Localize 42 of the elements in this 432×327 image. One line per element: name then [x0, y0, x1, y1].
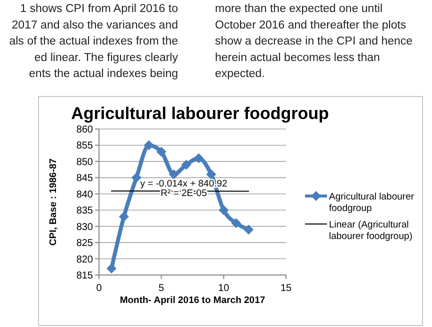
y-tick-label: 835	[76, 206, 94, 217]
point	[168, 169, 179, 180]
text: als of the actual indexes from the	[9, 36, 178, 48]
y-tick-label: 815	[76, 270, 94, 282]
x-tick-label: 0	[96, 283, 102, 294]
point	[156, 146, 166, 157]
text: herein actual becomes less than	[215, 52, 380, 64]
text: more than the expected one until	[215, 3, 383, 15]
annotation: R² = 2E-05	[160, 188, 207, 200]
y-tick-label: 845	[76, 173, 94, 184]
y-tick-label: 860	[76, 124, 94, 136]
point	[131, 172, 142, 183]
y-tick-label: 850	[76, 156, 94, 168]
text: ed linear. The figures clearly	[34, 52, 178, 64]
y-tick-label: 840	[76, 189, 94, 200]
point	[118, 212, 129, 222]
text: 2017 and also the variances and	[12, 19, 178, 32]
point	[244, 224, 254, 235]
x-tick-label: 5	[158, 283, 165, 294]
point	[231, 218, 242, 228]
text: expected.	[215, 68, 265, 80]
text: October 2016 and thereafter the plots	[215, 19, 406, 32]
y-tick-label: 855	[76, 140, 94, 152]
text: 1 shows CPI from April 2016 to	[20, 3, 178, 15]
point	[144, 140, 154, 150]
y-tick-label: 820	[76, 254, 94, 266]
text: show a decrease in the CPI and hence	[215, 36, 413, 48]
y-tick-label: 830	[76, 222, 94, 233]
text: ents the actual indexes being	[29, 68, 178, 80]
legend-label: Agricultural labourer foodgroup	[329, 192, 414, 214]
x-tick-label: 10	[218, 283, 230, 294]
point	[194, 153, 204, 164]
point	[106, 264, 116, 274]
legend-label: Linear (Agricultural labourer foodgroup)	[329, 220, 412, 242]
point	[218, 205, 229, 216]
point	[181, 160, 192, 170]
chart-title: Agricultural labourer foodgroup	[71, 104, 329, 123]
y-tick-label: 825	[76, 238, 94, 250]
x-axis-title: Month- April 2016 to March 2017	[120, 295, 266, 306]
x-tick-label: 15	[280, 283, 292, 294]
point	[206, 169, 216, 180]
y-axis-title: CPI, Base : 1986-87	[48, 158, 59, 246]
